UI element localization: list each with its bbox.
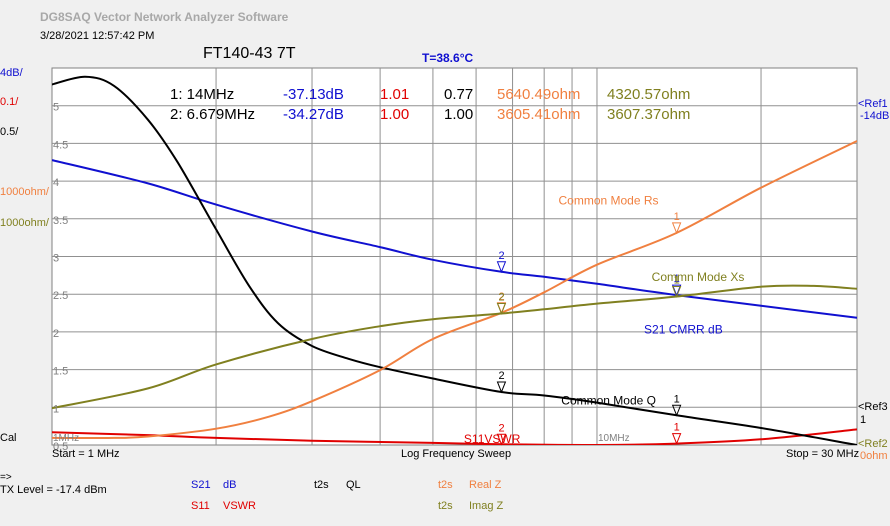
marker-arrow — [671, 222, 682, 235]
marker-vswr: 1.01 — [380, 86, 410, 103]
marker-number-label: 2 — [498, 370, 504, 382]
ref1-label: <Ref1 — [858, 98, 888, 110]
curve-annotation: Common Mode Rs — [559, 194, 659, 208]
ref1-value: -14dB — [860, 110, 890, 122]
tx-arrow: => — [0, 472, 12, 483]
ref3-value: 1 — [860, 414, 867, 426]
curve-annotation: Common Mode Q — [561, 394, 656, 408]
series-line-4 — [52, 284, 857, 410]
series-line-3 — [52, 140, 857, 440]
grid-value-label: 2 — [53, 328, 59, 340]
marker-name: 1: 14MHz — [170, 86, 235, 103]
app-title: DG8SAQ Vector Network Analyzer Software — [40, 10, 289, 24]
curve-annotation: S21 CMRR dB — [644, 322, 723, 336]
legend-s21-prefix[interactable]: S21 — [191, 479, 211, 491]
marker-arrow — [671, 404, 682, 417]
marker-number-label: 1 — [674, 273, 680, 285]
temperature: T=38.6°C — [422, 51, 474, 65]
grid-value-label: 4 — [53, 177, 59, 189]
ref2-value: 0ohm — [860, 450, 888, 462]
marker-imagz: 3607.37ohm — [607, 106, 691, 123]
marker-number-label: 1 — [674, 275, 680, 287]
curve-annotations: Common Mode Rs Commn Mode Xs S21 CMRR dB Co… — [464, 194, 744, 446]
marker-imagz: 4320.57ohm — [607, 86, 691, 103]
marker-s21: -37.13dB — [283, 86, 344, 103]
legend-ql-unit[interactable]: QL — [346, 479, 361, 491]
series-line-1 — [52, 428, 857, 445]
cal-label: Cal — [0, 432, 17, 444]
marker-number-label: 2 — [498, 292, 504, 304]
grid-value-label: 5 — [53, 102, 59, 114]
legend-imagz-unit[interactable]: Imag Z — [469, 500, 504, 512]
ref3-label: <Ref3 — [858, 401, 888, 413]
legend-ql-prefix[interactable]: t2s — [314, 479, 329, 491]
marker-number-label: 1 — [674, 393, 680, 405]
datetime: 3/28/2021 12:57:42 PM — [40, 30, 155, 42]
legend-realz-prefix[interactable]: t2s — [438, 479, 453, 491]
marker-arrow — [671, 286, 682, 298]
grid-value-label: 1 — [53, 403, 59, 415]
legend-s11-prefix[interactable]: S11 — [191, 500, 210, 512]
series-line-2 — [52, 75, 857, 445]
grid-value-label: 3.5 — [53, 215, 68, 227]
chart-title: FT140-43 7T — [203, 45, 296, 62]
marker-number-label: 2 — [498, 422, 504, 434]
marker-number-label: 2 — [498, 291, 504, 303]
marker-number-label: 1 — [674, 211, 680, 223]
scale-db: 4dB/ — [0, 67, 23, 79]
marker-vswr: 1.00 — [380, 106, 410, 123]
legend-realz-unit[interactable]: Real Z — [469, 479, 502, 491]
marker-ql: 0.77 — [444, 86, 474, 103]
ref2-label: <Ref2 — [858, 438, 888, 450]
tx-level: TX Level = -17.4 dBm — [0, 484, 107, 496]
grid-value-label: 3 — [53, 253, 59, 265]
marker-number-label: 1 — [674, 422, 680, 434]
grid-value-label: 4.5 — [53, 139, 68, 151]
marker-realz: 3605.41ohm — [497, 106, 581, 123]
marker-name: 2: 6.679MHz — [170, 106, 256, 123]
sweep-mode: Log Frequency Sweep — [401, 448, 512, 460]
marker-arrow — [496, 261, 507, 274]
grid-value-label: 2.5 — [53, 290, 68, 302]
freq-label-10mhz: 10MHz — [598, 433, 630, 444]
scale-imagz: 1000ohm/ — [0, 217, 49, 229]
marker-ql: 1.00 — [444, 106, 474, 123]
series-line-0 — [52, 159, 857, 319]
grid-value-label: 0.5 — [53, 441, 68, 453]
grid — [52, 68, 857, 445]
scale-realz: 1000ohm/ — [0, 186, 49, 198]
legend-imagz-prefix[interactable]: t2s — [438, 500, 453, 512]
legend-s11-unit[interactable]: VSWR — [223, 500, 256, 512]
freq-label-1mhz: 1MHz — [53, 433, 79, 444]
marker-arrow — [496, 303, 507, 315]
marker-arrow — [671, 433, 682, 445]
scale-vswr: 0.1/ — [0, 96, 19, 108]
scale-ql: 0.5/ — [0, 126, 19, 138]
marker-realz: 5640.49ohm — [497, 86, 581, 103]
marker-arrow — [496, 433, 507, 446]
marker-arrow — [496, 381, 507, 394]
stop-frequency: Stop = 30 MHz — [786, 448, 860, 460]
marker-s21: -34.27dB — [283, 106, 344, 123]
start-frequency: Start = 1 MHz — [52, 448, 120, 460]
marker-number-label: 2 — [498, 250, 504, 262]
grid-value-label: 1.5 — [53, 366, 68, 378]
curves — [52, 75, 857, 445]
legend-s21-unit[interactable]: dB — [223, 479, 237, 491]
marker-arrow — [671, 284, 682, 297]
curve-annotation: Commn Mode Xs — [652, 270, 745, 284]
curve-annotation: S11VSWR — [464, 432, 521, 446]
